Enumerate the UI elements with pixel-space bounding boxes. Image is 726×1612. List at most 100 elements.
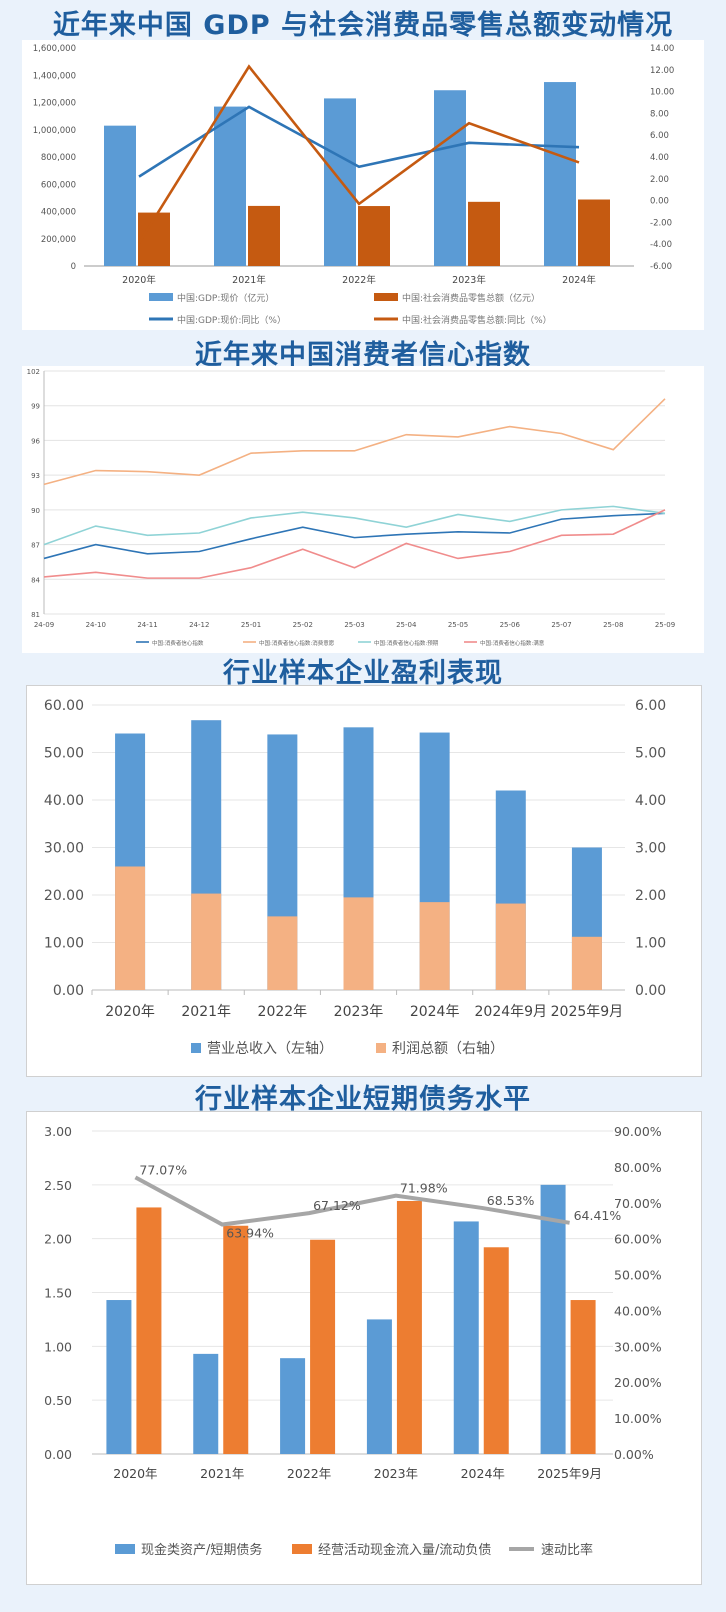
bar-cash-ratio	[453, 1221, 479, 1454]
legend-label: 现金类资产/短期债务	[141, 1542, 262, 1558]
legend-label: 速动比率	[541, 1542, 593, 1558]
legend-label: 中国:社会消费品零售总额:同比（%）	[402, 314, 552, 326]
x-tick-label: 2025年9月	[551, 1004, 624, 1020]
left-axis-tick: 60.00	[44, 698, 84, 714]
bar-cashflow-ratio	[136, 1207, 162, 1454]
right-axis-tick: 6.00	[635, 698, 666, 714]
left-axis-tick: 1.00	[44, 1339, 72, 1354]
legend-swatch	[292, 1544, 312, 1554]
legend-swatch	[149, 293, 173, 301]
legend-label: 经营活动现金流入量/流动负债	[318, 1542, 491, 1558]
left-axis-tick: 800,000	[41, 153, 76, 163]
x-tick-label: 25-09	[655, 621, 675, 629]
right-axis-tick: 2.00	[635, 888, 666, 904]
left-axis-tick: 2.50	[44, 1178, 72, 1193]
right-axis-tick: 0.00	[650, 197, 669, 207]
left-axis-tick: 0	[71, 262, 76, 272]
right-axis-tick: 40.00%	[614, 1303, 662, 1318]
bar-retail	[138, 212, 170, 266]
left-axis-tick: 0.00	[53, 983, 84, 999]
y-tick-label: 96	[31, 437, 40, 445]
x-tick-label: 2022年	[342, 274, 376, 286]
right-axis-tick: 30.00%	[614, 1339, 662, 1354]
y-tick-label: 84	[31, 576, 40, 584]
line-series-0	[43, 512, 666, 560]
right-axis-tick: 4.00	[650, 153, 669, 163]
chart4-title: 行业样本企业短期债务水平	[195, 1084, 531, 1115]
line-series-3	[43, 509, 666, 579]
y-tick-label: 99	[31, 403, 40, 411]
x-tick-label: 25-02	[293, 621, 313, 629]
left-axis-tick: 30.00	[44, 841, 84, 857]
right-axis-tick: 60.00%	[614, 1232, 662, 1247]
y-tick-label: 81	[31, 611, 40, 619]
line-retail-yoy	[137, 64, 580, 244]
legend-label: 中国:消费者信心指数:满意	[480, 639, 545, 647]
data-label: 71.98%	[400, 1181, 448, 1196]
x-tick-label: 2022年	[287, 1466, 331, 1481]
x-tick-label: 2021年	[200, 1466, 244, 1481]
bar-cash-ratio	[540, 1184, 566, 1454]
line-series-2	[43, 505, 666, 546]
right-axis-tick: 12.00	[650, 66, 674, 76]
x-tick-label: 2023年	[374, 1466, 418, 1481]
right-axis-tick: 70.00%	[614, 1196, 662, 1211]
bar-cashflow-ratio	[396, 1200, 422, 1454]
x-tick-label: 2024年9月	[475, 1004, 548, 1020]
x-tick-label: 24-12	[189, 621, 209, 629]
left-axis-tick: 40.00	[44, 793, 84, 809]
line-gdp-yoy	[138, 105, 580, 178]
legend-label: 营业总收入（左轴）	[207, 1041, 333, 1057]
bar-profit	[495, 903, 526, 990]
chart1-panel: 0 200,000 400,000 600,000 800,000 1,000,000 1,…	[22, 40, 704, 330]
bar-cash-ratio	[366, 1319, 392, 1454]
right-axis-tick: -2.00	[650, 218, 672, 228]
legend-swatch	[376, 1043, 386, 1053]
bar-profit	[191, 893, 222, 990]
legend-label: 中国:消费者信心指数:预期	[374, 639, 439, 647]
legend-label: 中国:GDP:现价（亿元）	[177, 292, 274, 304]
gdp-retail-chart: 0 200,000 400,000 600,000 800,000 1,000,000 1,…	[33, 44, 675, 326]
x-tick-label: 25-05	[448, 621, 468, 629]
left-axis-tick: 1.50	[44, 1286, 72, 1301]
right-axis-tick: 20.00%	[614, 1375, 662, 1390]
x-tick-label: 2020年	[113, 1466, 157, 1481]
x-tick-label: 24-09	[34, 621, 54, 629]
right-axis-tick: 5.00	[635, 746, 666, 762]
right-axis-tick: 80.00%	[614, 1160, 662, 1175]
y-tick-label: 102	[27, 368, 40, 376]
x-tick-label: 2024年	[410, 1004, 460, 1020]
y-tick-label: 87	[31, 542, 40, 550]
left-axis-tick: 600,000	[41, 180, 76, 190]
data-label: 67.12%	[313, 1198, 361, 1213]
legend-label: 中国:GDP:现价:同比（%）	[177, 314, 286, 326]
bar-profit	[267, 916, 298, 990]
consumer-confidence-chart: 81 84 87 90 93 96 99 102 24-09 24-10 24-11 24-12 25-…	[27, 368, 676, 647]
bar-cashflow-ratio	[223, 1225, 249, 1454]
x-tick-label: 25-08	[603, 621, 623, 629]
bar-profit	[343, 897, 374, 990]
data-label: 77.07%	[139, 1162, 187, 1177]
left-axis-tick: 400,000	[41, 208, 76, 218]
x-tick-label: 2020年	[122, 274, 156, 286]
chart3-panel: 0.00 10.00 20.00 30.00 40.00 50.00 60.00 0.00 1.…	[26, 685, 702, 1077]
bar-profit	[115, 866, 146, 990]
x-tick-label: 2023年	[334, 1004, 384, 1020]
x-tick-label: 25-01	[241, 621, 261, 629]
right-axis-tick: 6.00	[650, 131, 669, 141]
x-tick-label: 2020年	[105, 1004, 155, 1020]
bar-cash-ratio	[193, 1353, 219, 1454]
left-axis-tick: 1,000,000	[33, 126, 76, 136]
right-axis-tick: 50.00%	[614, 1268, 662, 1283]
bar-profit	[571, 936, 602, 990]
right-axis-tick: 10.00%	[614, 1411, 662, 1426]
bar-gdp	[434, 90, 466, 266]
x-tick-label: 24-11	[137, 621, 157, 629]
profit-chart: 0.00 10.00 20.00 30.00 40.00 50.00 60.00 0.00 1.…	[44, 698, 666, 1057]
left-axis-tick: 1,600,000	[33, 44, 76, 54]
line-series-1	[43, 398, 666, 486]
x-tick-label: 2021年	[232, 274, 266, 286]
right-axis-tick: 8.00	[650, 109, 669, 119]
left-axis-tick: 2.00	[44, 1232, 72, 1247]
left-axis-tick: 0.00	[44, 1447, 72, 1462]
